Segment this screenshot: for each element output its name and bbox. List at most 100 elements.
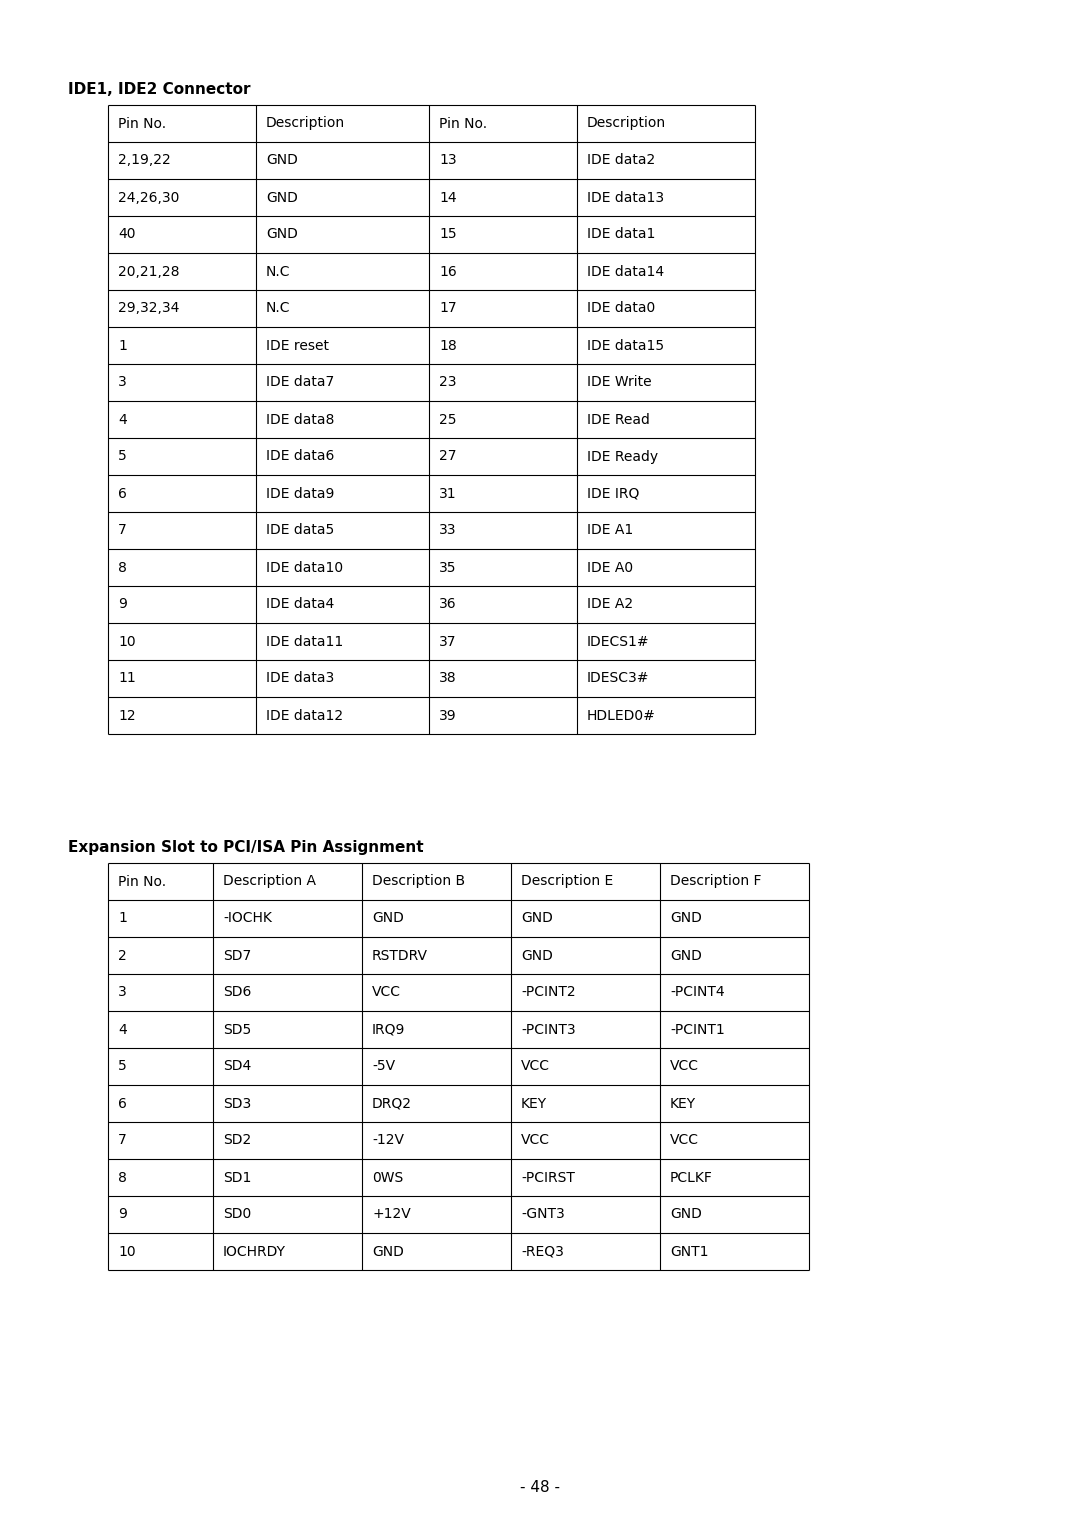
Text: 2: 2 — [118, 948, 126, 962]
Text: 13: 13 — [438, 153, 457, 168]
Text: 8: 8 — [118, 561, 126, 575]
Text: 6: 6 — [118, 486, 126, 500]
Text: 7: 7 — [118, 1133, 126, 1147]
Text: 29,32,34: 29,32,34 — [118, 301, 179, 315]
Text: VCC: VCC — [521, 1060, 550, 1073]
Text: Description: Description — [588, 116, 666, 130]
Text: -12V: -12V — [372, 1133, 404, 1147]
Text: IDE data9: IDE data9 — [266, 486, 335, 500]
Text: GND: GND — [266, 228, 298, 242]
Text: IRQ9: IRQ9 — [372, 1023, 405, 1037]
Text: 4: 4 — [118, 413, 126, 427]
Text: KEY: KEY — [521, 1096, 548, 1110]
Text: +12V: +12V — [372, 1208, 410, 1222]
Text: IDE data14: IDE data14 — [588, 265, 664, 278]
Text: 9: 9 — [118, 1208, 126, 1222]
Text: KEY: KEY — [670, 1096, 697, 1110]
Text: IDE data6: IDE data6 — [266, 450, 335, 463]
Text: 0WS: 0WS — [372, 1171, 403, 1185]
Text: VCC: VCC — [670, 1133, 699, 1147]
Text: GND: GND — [521, 948, 553, 962]
Text: IDE data5: IDE data5 — [266, 523, 334, 538]
Text: 23: 23 — [438, 376, 457, 390]
Text: IDE data11: IDE data11 — [266, 635, 343, 648]
Text: IDE data3: IDE data3 — [266, 671, 334, 685]
Text: IDE data7: IDE data7 — [266, 376, 334, 390]
Text: SD3: SD3 — [222, 1096, 252, 1110]
Text: 11: 11 — [118, 671, 136, 685]
Text: 39: 39 — [438, 708, 457, 723]
Text: IDE IRQ: IDE IRQ — [588, 486, 639, 500]
Text: 16: 16 — [438, 265, 457, 278]
Text: -IOCHK: -IOCHK — [222, 911, 272, 925]
Text: 35: 35 — [438, 561, 457, 575]
Text: 5: 5 — [118, 1060, 126, 1073]
Text: IDE data1: IDE data1 — [588, 228, 656, 242]
Text: N.C: N.C — [266, 301, 291, 315]
Text: Description E: Description E — [521, 875, 613, 888]
Text: 17: 17 — [438, 301, 457, 315]
Text: -PCIRST: -PCIRST — [521, 1171, 575, 1185]
Text: GND: GND — [266, 153, 298, 168]
Text: 12: 12 — [118, 708, 136, 723]
Text: 7: 7 — [118, 523, 126, 538]
Text: 10: 10 — [118, 1245, 136, 1258]
Text: IDE data15: IDE data15 — [588, 338, 664, 353]
Text: 10: 10 — [118, 635, 136, 648]
Text: PCLKF: PCLKF — [670, 1171, 713, 1185]
Text: 33: 33 — [438, 523, 457, 538]
Text: IOCHRDY: IOCHRDY — [222, 1245, 286, 1258]
Text: -PCINT2: -PCINT2 — [521, 986, 576, 1000]
Text: 9: 9 — [118, 598, 126, 612]
Text: 2,19,22: 2,19,22 — [118, 153, 171, 168]
Text: SD7: SD7 — [222, 948, 252, 962]
Text: - 48 -: - 48 - — [519, 1480, 561, 1495]
Text: 38: 38 — [438, 671, 457, 685]
Text: 15: 15 — [438, 228, 457, 242]
Text: 8: 8 — [118, 1171, 126, 1185]
Text: SD5: SD5 — [222, 1023, 252, 1037]
Text: 6: 6 — [118, 1096, 126, 1110]
Text: SD2: SD2 — [222, 1133, 252, 1147]
Text: 24,26,30: 24,26,30 — [118, 191, 179, 205]
Text: 40: 40 — [118, 228, 135, 242]
Text: 18: 18 — [438, 338, 457, 353]
Text: SD6: SD6 — [222, 986, 252, 1000]
Text: 5: 5 — [118, 450, 126, 463]
Text: GND: GND — [266, 191, 298, 205]
Text: IDE A1: IDE A1 — [588, 523, 633, 538]
Text: 25: 25 — [438, 413, 457, 427]
Text: 36: 36 — [438, 598, 457, 612]
Text: GND: GND — [670, 948, 702, 962]
Text: IDE A0: IDE A0 — [588, 561, 633, 575]
Text: GND: GND — [670, 1208, 702, 1222]
Text: RSTDRV: RSTDRV — [372, 948, 428, 962]
Text: 14: 14 — [438, 191, 457, 205]
Text: IDE data0: IDE data0 — [588, 301, 656, 315]
Text: -GNT3: -GNT3 — [521, 1208, 565, 1222]
Text: GND: GND — [372, 1245, 404, 1258]
Text: IDE A2: IDE A2 — [588, 598, 633, 612]
Text: IDE data4: IDE data4 — [266, 598, 334, 612]
Text: 27: 27 — [438, 450, 457, 463]
Text: IDE data12: IDE data12 — [266, 708, 343, 723]
Text: IDE Ready: IDE Ready — [588, 450, 658, 463]
Text: GND: GND — [372, 911, 404, 925]
Text: SD0: SD0 — [222, 1208, 252, 1222]
Text: IDE Read: IDE Read — [588, 413, 650, 427]
Text: Description F: Description F — [670, 875, 761, 888]
Text: 3: 3 — [118, 376, 126, 390]
Text: IDE data10: IDE data10 — [266, 561, 343, 575]
Text: SD1: SD1 — [222, 1171, 252, 1185]
Text: -PCINT4: -PCINT4 — [670, 986, 725, 1000]
Text: Description A: Description A — [222, 875, 316, 888]
Text: IDE data13: IDE data13 — [588, 191, 664, 205]
Text: IDE reset: IDE reset — [266, 338, 329, 353]
Text: VCC: VCC — [670, 1060, 699, 1073]
Text: 1: 1 — [118, 338, 126, 353]
Text: Pin No.: Pin No. — [118, 875, 166, 888]
Text: GND: GND — [670, 911, 702, 925]
Text: VCC: VCC — [372, 986, 401, 1000]
Text: Expansion Slot to PCI/ISA Pin Assignment: Expansion Slot to PCI/ISA Pin Assignment — [68, 839, 423, 855]
Text: IDE Write: IDE Write — [588, 376, 651, 390]
